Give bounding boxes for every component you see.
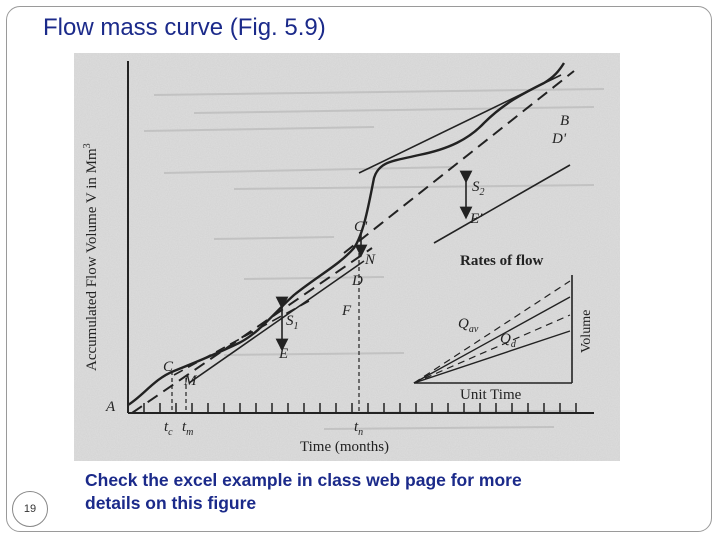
inset-title: Rates of flow — [460, 253, 543, 269]
label-s1: S1 — [286, 313, 299, 332]
label-b: B — [560, 113, 569, 129]
flow-mass-curve-figure: A B D' C M E F D N C' E' S1 S2 tc tm tn … — [74, 53, 620, 461]
inset-qav-label: Qav — [458, 316, 479, 335]
label-a: A — [105, 399, 116, 415]
label-n: N — [364, 252, 376, 268]
inset-qd-line — [413, 330, 571, 384]
label-tc: tc — [164, 419, 173, 438]
slide-caption: Check the excel example in class web pag… — [85, 470, 522, 513]
label-e: E — [278, 346, 288, 362]
inset-dashed-mid — [413, 314, 571, 384]
label-c: C — [163, 359, 174, 375]
label-d: D — [351, 273, 363, 289]
inset-qav-line — [413, 296, 571, 384]
inset-unit-time-label: Unit Time — [460, 387, 522, 403]
slide-title: Flow mass curve (Fig. 5.9) — [43, 14, 326, 41]
point-labels: A B D' C M E F D N C' E' S1 S2 tc tm tn — [105, 113, 569, 438]
page-number-badge: 19 — [12, 491, 48, 527]
label-f: F — [341, 303, 352, 319]
label-tm: tm — [182, 419, 193, 438]
label-c-prime: C' — [354, 219, 368, 235]
label-d-prime: D' — [551, 131, 567, 147]
inset-volume-label: Volume — [579, 310, 594, 353]
slide-frame — [6, 6, 712, 532]
tangent-line-2 — [343, 70, 575, 254]
x-axis-title: Time (months) — [300, 439, 389, 455]
demand-line-3 — [358, 74, 562, 174]
scan-noise — [74, 53, 620, 461]
label-e-prime: E' — [469, 211, 483, 227]
inset-qd-label: Qd — [500, 331, 517, 350]
label-s2: S2 — [472, 179, 485, 198]
label-m: M — [183, 373, 198, 389]
x-axis-ticks — [143, 403, 577, 413]
demand-line-2 — [433, 164, 571, 244]
label-tn: tn — [354, 419, 363, 438]
bleed-through — [143, 88, 605, 430]
rates-of-flow-inset: Rates of flow Qav Qd Volume Unit Time — [413, 253, 594, 403]
figure-svg: A B D' C M E F D N C' E' S1 S2 tc tm tn … — [74, 53, 620, 461]
y-axis-title: Accumulated Flow Volume V in Mm3 — [82, 143, 100, 371]
page-number: 19 — [23, 503, 37, 515]
